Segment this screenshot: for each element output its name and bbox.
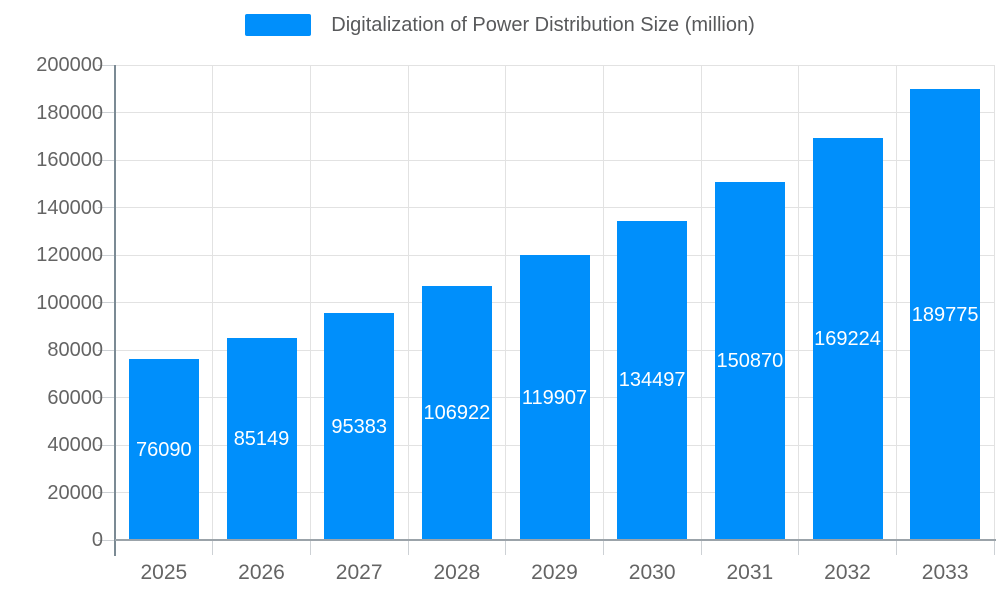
x-axis-line [115,539,996,541]
bar-value-label: 189775 [911,303,979,326]
x-gridline [798,65,800,540]
y-tick-label: 20000 [47,481,103,504]
y-axis-line [114,65,116,556]
y-axis-tick [98,159,115,161]
y-tick-label: 40000 [47,434,103,456]
y-axis-tick [98,64,115,66]
y-tick-label: 0 [91,529,103,551]
x-axis-tick [700,540,702,555]
bar-value-label: 95383 [331,415,387,438]
y-gridline [115,64,994,66]
x-gridline [505,65,507,540]
y-axis-tick [98,349,115,351]
bar-2027[interactable] [324,313,395,540]
bar-value-label: 150870 [716,349,784,372]
bar-value-label: 134497 [618,369,686,392]
y-gridline [115,207,994,208]
x-tick-label: 2032 [824,561,871,584]
y-gridline [115,254,994,256]
bar-2028[interactable] [421,286,492,540]
bar-value-label: 76090 [136,438,192,461]
x-tick-label: 2030 [628,561,676,584]
x-axis-tick [602,540,604,555]
x-gridline [407,65,409,540]
bar-2029[interactable] [519,255,590,540]
bar-2026[interactable] [226,337,297,540]
bar-2032[interactable] [812,138,883,540]
y-tick-label: 80000 [47,339,103,361]
x-tick-label: 2027 [335,561,383,584]
y-tick-label: 160000 [36,149,103,171]
y-tick-label: 100000 [36,291,103,314]
y-axis-tick [98,207,115,208]
x-gridline [309,65,311,540]
x-gridline [212,65,214,540]
y-tick-label: 120000 [36,244,103,266]
x-tick-label: 2033 [921,561,969,584]
y-axis-tick [98,397,115,398]
chart-legend[interactable]: Digitalization of Power Distribution Siz… [0,13,1000,37]
bar-2033[interactable] [910,89,981,540]
y-axis-tick [98,444,115,446]
x-gridline [895,65,897,540]
bar-value-label: 106922 [423,402,491,425]
bar-value-label: 119907 [521,386,588,409]
x-axis-tick [309,540,311,555]
x-axis-tick [212,540,214,555]
x-axis-tick [407,540,409,555]
legend-marker-icon [245,14,312,36]
x-tick-label: 2031 [726,561,774,584]
y-gridline [115,159,994,161]
y-tick-label: 180000 [36,101,103,124]
x-tick-label: 2025 [140,561,188,584]
x-tick-label: 2029 [531,561,578,584]
x-axis-tick [798,540,800,555]
bar-value-label: 169224 [814,328,881,351]
x-tick-label: 2028 [433,561,481,584]
x-axis-tick [993,540,995,555]
y-axis-tick [98,539,115,541]
x-gridline [700,65,702,540]
y-tick-label: 60000 [47,386,103,409]
x-axis-tick [895,540,897,555]
y-axis-tick [98,492,115,493]
bar-2030[interactable] [617,220,688,540]
x-tick-label: 2026 [238,561,285,584]
bar-2025[interactable] [128,359,199,540]
legend-label: Digitalization of Power Distribution Siz… [331,14,755,36]
y-axis-tick [98,302,115,303]
x-axis-tick [505,540,507,555]
y-gridline [115,112,994,113]
x-gridline [602,65,604,540]
y-tick-label: 200000 [36,54,103,76]
y-axis-tick [98,254,115,256]
bar-value-label: 85149 [233,427,290,450]
y-tick-label: 140000 [36,196,103,219]
x-gridline [993,65,995,540]
bar-2031[interactable] [714,181,785,540]
y-axis-tick [98,112,115,113]
